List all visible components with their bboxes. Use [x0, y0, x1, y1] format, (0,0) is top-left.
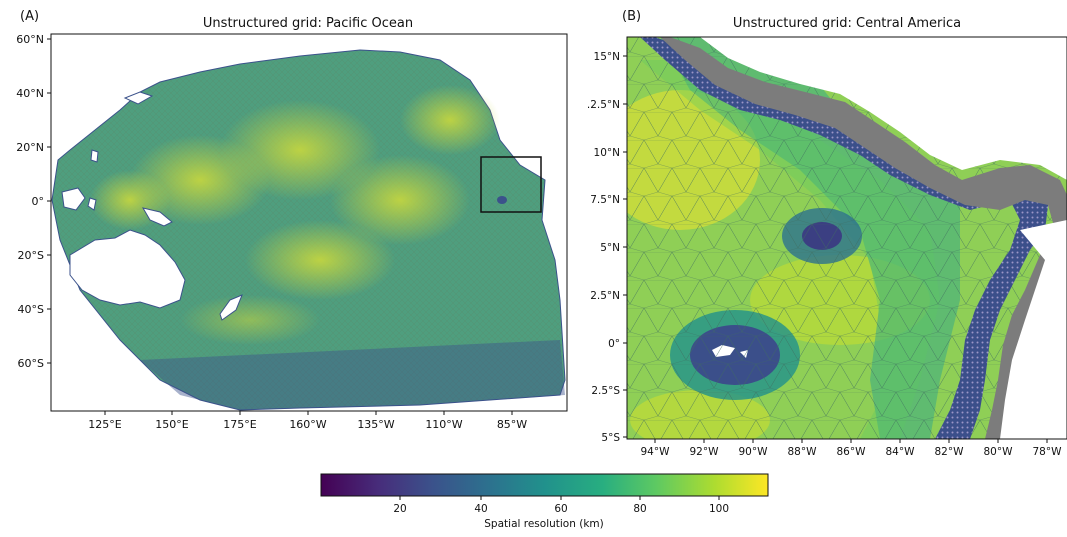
- colorbar-tick: 20: [393, 503, 406, 515]
- panel-b-y-tick: 10°N: [594, 147, 620, 159]
- panel-b: (B) Unstructured grid: Central America: [587, 9, 1067, 458]
- panel-b-y-tick: 5°S: [601, 432, 620, 444]
- panel-b-x-tick: 94°W: [641, 446, 671, 458]
- australia-landmass: [69, 229, 186, 309]
- panel-a-y-tick: 60°N: [16, 33, 44, 46]
- colorbar-tick: 100: [709, 503, 729, 515]
- colorbar-tick: 40: [474, 503, 487, 515]
- panel-a-y-tick: 20°S: [18, 249, 44, 262]
- panel-a-map: [51, 49, 566, 411]
- panel-b-label: (B): [622, 9, 641, 24]
- panel-b-y-tick: 7.5°N: [590, 194, 620, 206]
- panel-a-x-tick: 175°E: [223, 418, 256, 431]
- panel-b-axes: [626, 36, 1067, 440]
- panel-b-x-tick: 90°W: [739, 446, 769, 458]
- panel-a-x-tick: 85°W: [497, 418, 527, 431]
- panel-b-x-tick: 78°W: [1033, 446, 1063, 458]
- panel-b-title: Unstructured grid: Central America: [733, 16, 961, 31]
- panel-b-y-tick: 5°N: [600, 242, 620, 254]
- panel-b-x-axis: 94°W 92°W 90°W 88°W 86°W 84°W 82°W 80°W …: [641, 439, 1063, 458]
- panel-b-y-tick: 2.5°N: [590, 290, 620, 302]
- colorbar-tick: 80: [633, 503, 646, 515]
- panel-a-y-tick: 40°S: [18, 303, 44, 316]
- colorbar-tick: 60: [554, 503, 567, 515]
- new-guinea-landmass: [141, 207, 173, 227]
- panel-b-x-tick: 80°W: [984, 446, 1014, 458]
- panel-b-x-tick: 88°W: [788, 446, 818, 458]
- panel-b-x-tick: 82°W: [935, 446, 965, 458]
- panel-a-y-tick: 0°: [32, 195, 45, 208]
- panel-b-y-axis: 15°N .2.5°N 10°N 7.5°N 5°N 2.5°N 0° 2.5°…: [587, 51, 627, 444]
- borneo-landmass: [61, 187, 86, 211]
- panel-a-title: Unstructured grid: Pacific Ocean: [203, 16, 413, 31]
- panel-b-x-tick: 92°W: [690, 446, 720, 458]
- panel-a-axes: [50, 33, 568, 412]
- panel-b-y-tick: 2.5°S: [591, 385, 620, 397]
- panel-a-x-axis: 125°E 150°E 175°E 160°W 135°W 110°W 85°W: [88, 411, 527, 431]
- panel-b-y-tick: 0°: [608, 338, 620, 350]
- panel-b-x-tick: 86°W: [837, 446, 867, 458]
- panel-a-x-tick: 110°W: [425, 418, 462, 431]
- panel-a-x-tick: 125°E: [88, 418, 121, 431]
- panel-a-label: (A): [20, 9, 39, 24]
- panel-b-y-tick: 15°N: [594, 51, 620, 63]
- colorbar: 20 40 60 80 100 Spatial resolution (km): [320, 473, 769, 530]
- panel-b-map: [627, 37, 1067, 439]
- panel-a-x-tick: 150°E: [155, 418, 188, 431]
- panel-a-y-tick: 20°N: [16, 141, 44, 154]
- panel-b-x-tick: 84°W: [886, 446, 916, 458]
- colorbar-gradient: [320, 473, 769, 497]
- colorbar-label: Spatial resolution (km): [484, 518, 603, 530]
- panel-a-x-tick: 135°W: [357, 418, 394, 431]
- central-america-zoom-box: [480, 156, 542, 213]
- panel-a: (A) Unstructured grid: Pacific Ocean: [16, 9, 568, 431]
- panel-a-y-axis: 60°N 40°N 20°N 0° 20°S 40°S 60°S: [16, 33, 51, 370]
- panel-a-x-tick: 160°W: [289, 418, 326, 431]
- panel-a-y-tick: 40°N: [16, 87, 44, 100]
- panel-b-y-tick: .2.5°N: [587, 99, 620, 111]
- panel-a-y-tick: 60°S: [18, 357, 44, 370]
